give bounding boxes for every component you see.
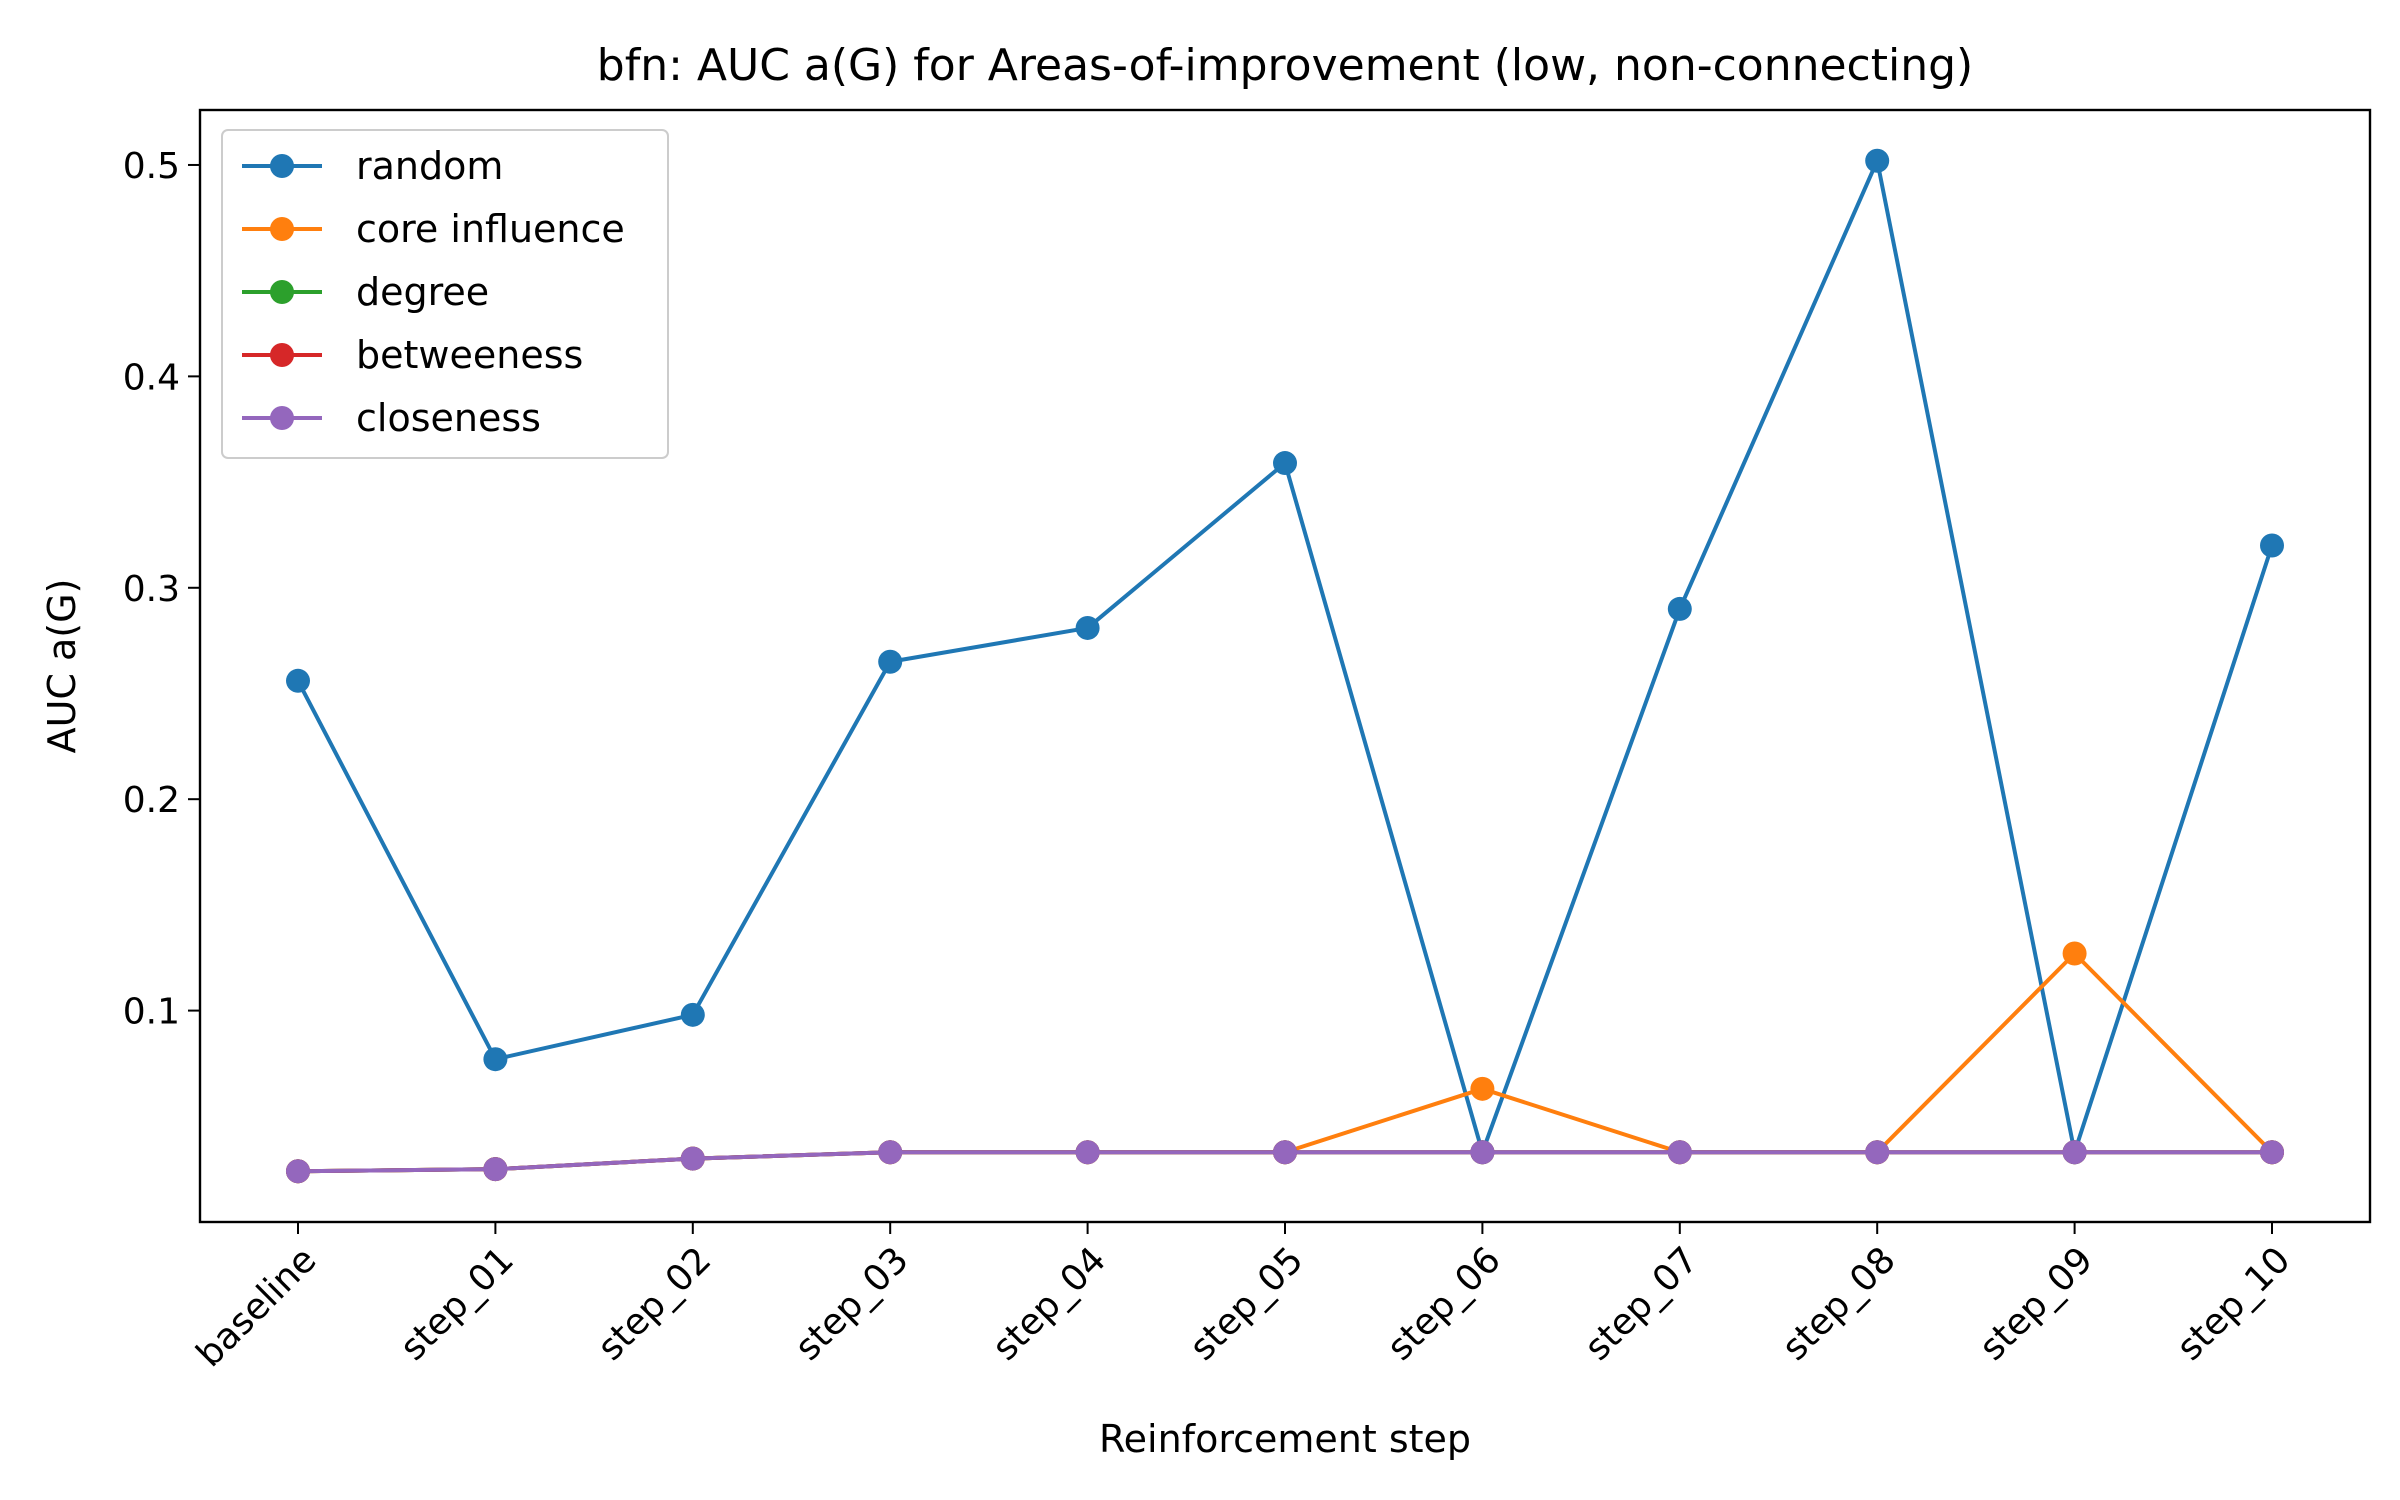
point-random-step-02: [680, 1002, 705, 1027]
legend-item-betweeness: betweeness: [242, 333, 583, 377]
legend-item-closeness: closeness: [242, 396, 541, 440]
legend-item-degree: degree: [242, 270, 489, 314]
y-tick-label-4: 0.5: [123, 146, 180, 187]
point-closeness-step-06: [1470, 1140, 1495, 1165]
legend-item-random: random: [242, 144, 503, 188]
point-random-step-08: [1865, 148, 1890, 173]
series-random: [286, 148, 2284, 1165]
point-closeness-step-02: [680, 1146, 705, 1171]
legend-box: [221, 129, 669, 459]
legend-label-degree: degree: [356, 270, 489, 314]
series-closeness: [286, 1140, 2284, 1184]
y-tick-label-3: 0.4: [123, 357, 180, 398]
point-closeness-baseline: [286, 1159, 310, 1184]
chart-title: bfn: AUC a(G) for Areas-of-improvement (…: [597, 40, 1973, 91]
point-closeness-step-05: [1273, 1140, 1297, 1165]
legend: random core influence degree betweeness clos…: [221, 129, 669, 459]
point-random-baseline: [286, 668, 310, 693]
plot-area: [286, 148, 2284, 1184]
legend-marker-closeness: [270, 406, 294, 430]
legend-label-core-influence: core influence: [356, 207, 625, 251]
y-tick-label-2: 0.3: [123, 569, 180, 610]
point-core-influence-step-09: [2062, 941, 2087, 966]
point-closeness-step-09: [2062, 1140, 2087, 1165]
point-closeness-step-08: [1865, 1140, 1890, 1165]
point-random-step-07: [1667, 596, 1692, 621]
point-closeness-step-10: [2260, 1140, 2284, 1165]
point-closeness-step-07: [1667, 1140, 1692, 1165]
point-closeness-step-03: [878, 1140, 903, 1165]
legend-label-betweeness: betweeness: [356, 333, 583, 377]
point-closeness-step-04: [1075, 1140, 1100, 1165]
point-core-influence-step-06: [1470, 1076, 1495, 1101]
y-tick-label-0: 0.1: [123, 992, 180, 1033]
point-random-step-03: [878, 649, 903, 674]
legend-item-core-influence: core influence: [242, 207, 625, 251]
point-closeness-step-01: [483, 1157, 508, 1182]
legend-marker-degree: [270, 280, 294, 304]
point-random-step-10: [2260, 533, 2284, 558]
legend-marker-betweeness: [270, 343, 294, 367]
legend-label-closeness: closeness: [356, 396, 541, 440]
point-random-step-01: [483, 1047, 508, 1072]
point-random-step-05: [1273, 451, 1297, 476]
legend-marker-random: [270, 154, 294, 178]
x-axis-title: Reinforcement step: [1099, 1417, 1471, 1461]
legend-label-random: random: [356, 144, 503, 188]
y-tick-label-1: 0.2: [123, 780, 180, 821]
y-axis: 0.1 0.2 0.3 0.4 0.5: [123, 146, 200, 1033]
y-axis-title: AUC a(G): [40, 579, 84, 754]
legend-marker-core-influence: [270, 217, 294, 241]
point-random-step-04: [1075, 615, 1100, 640]
